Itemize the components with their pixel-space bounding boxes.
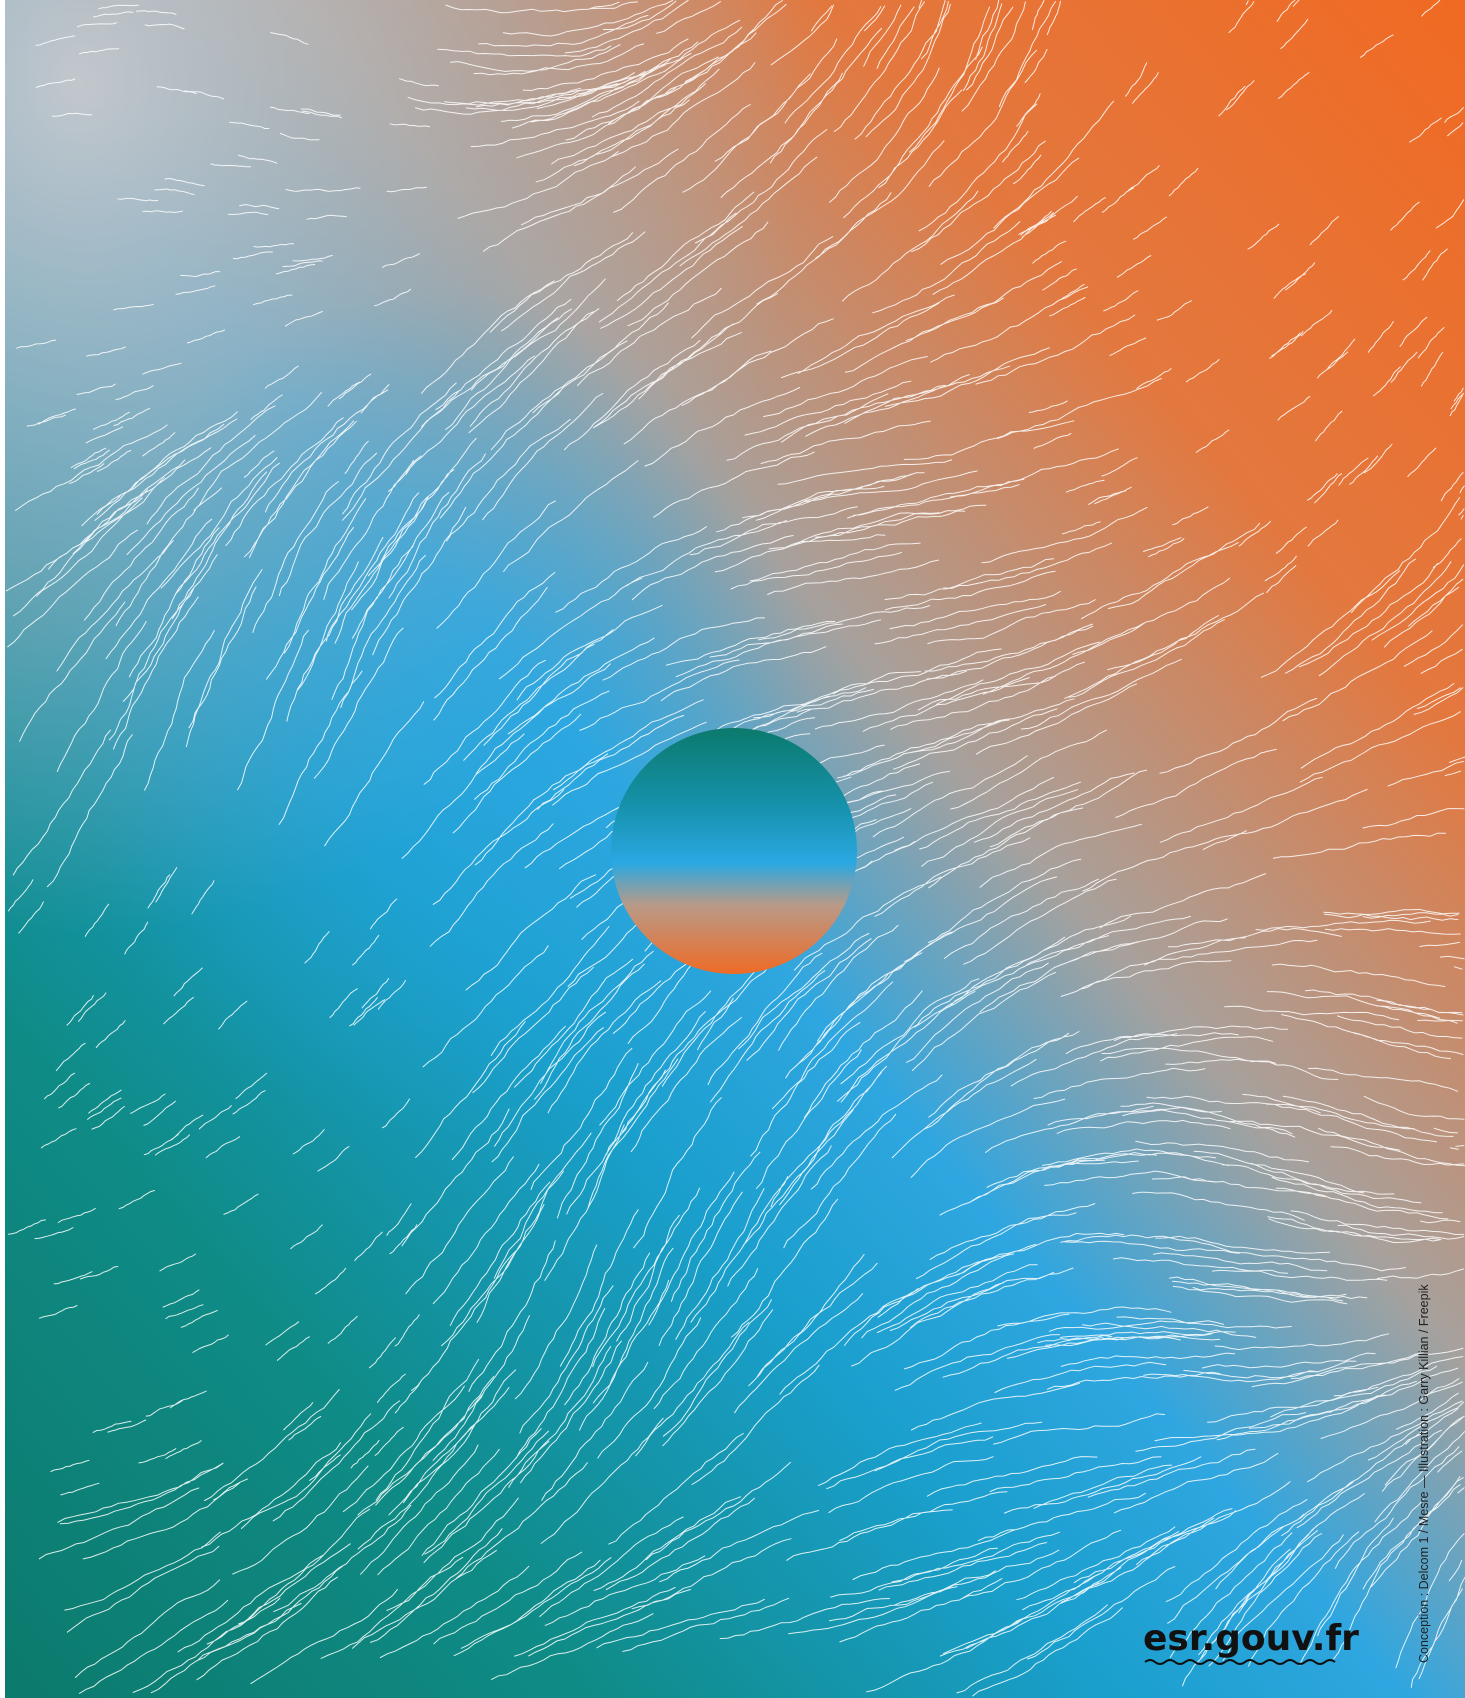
logo-underline <box>1144 1659 1336 1665</box>
logo-text: esr.gouv.fr <box>1143 1618 1359 1659</box>
vein-pattern <box>5 0 1465 1697</box>
credits: Conception : Delcom 1 / Mesre — Illustra… <box>1417 1284 1431 1663</box>
center-sphere <box>611 728 857 974</box>
